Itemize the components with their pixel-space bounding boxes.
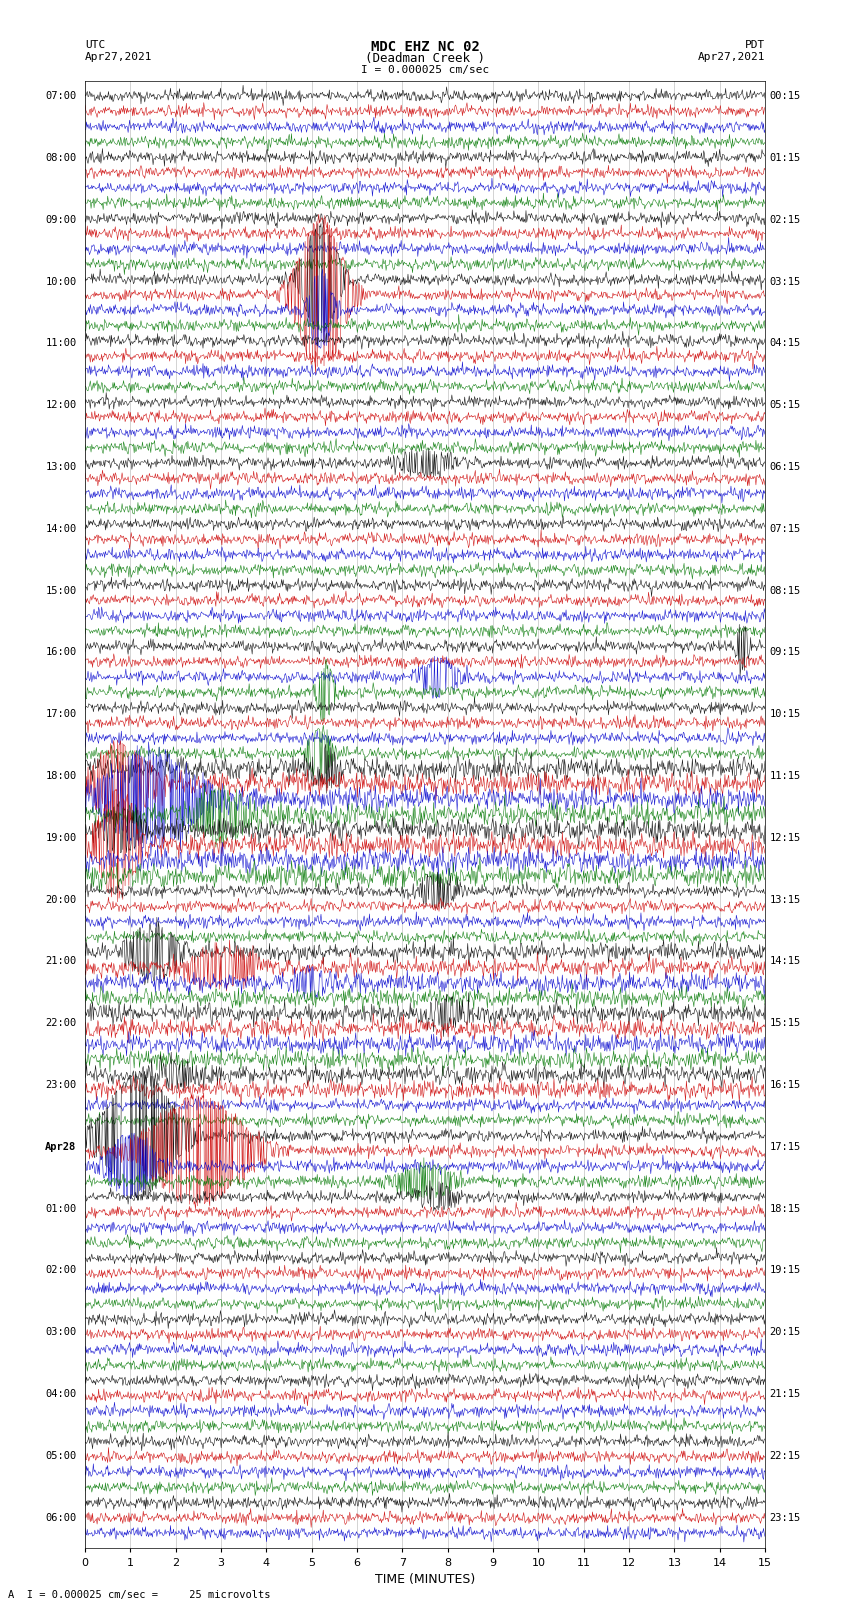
Text: 14:15: 14:15 bbox=[769, 957, 801, 966]
Text: PDT: PDT bbox=[745, 40, 765, 50]
Text: UTC: UTC bbox=[85, 40, 105, 50]
Text: 06:15: 06:15 bbox=[769, 461, 801, 473]
Text: 16:00: 16:00 bbox=[45, 647, 76, 658]
Text: 02:00: 02:00 bbox=[45, 1265, 76, 1276]
Text: Apr27,2021: Apr27,2021 bbox=[85, 52, 152, 61]
Text: Apr27,2021: Apr27,2021 bbox=[698, 52, 765, 61]
Text: 21:00: 21:00 bbox=[45, 957, 76, 966]
Text: 01:00: 01:00 bbox=[45, 1203, 76, 1213]
Text: 03:15: 03:15 bbox=[769, 276, 801, 287]
Text: 05:15: 05:15 bbox=[769, 400, 801, 410]
Text: 11:00: 11:00 bbox=[45, 339, 76, 348]
Text: 10:15: 10:15 bbox=[769, 710, 801, 719]
Text: 12:15: 12:15 bbox=[769, 832, 801, 842]
Text: 15:00: 15:00 bbox=[45, 586, 76, 595]
Text: 11:15: 11:15 bbox=[769, 771, 801, 781]
Text: Apr28: Apr28 bbox=[45, 1142, 76, 1152]
Text: 12:00: 12:00 bbox=[45, 400, 76, 410]
Text: 20:15: 20:15 bbox=[769, 1327, 801, 1337]
Text: 07:00: 07:00 bbox=[45, 90, 76, 102]
Text: 01:15: 01:15 bbox=[769, 153, 801, 163]
Text: 03:00: 03:00 bbox=[45, 1327, 76, 1337]
Text: 21:15: 21:15 bbox=[769, 1389, 801, 1398]
Text: 09:15: 09:15 bbox=[769, 647, 801, 658]
Text: 23:15: 23:15 bbox=[769, 1513, 801, 1523]
Text: 22:00: 22:00 bbox=[45, 1018, 76, 1027]
Text: 16:15: 16:15 bbox=[769, 1081, 801, 1090]
X-axis label: TIME (MINUTES): TIME (MINUTES) bbox=[375, 1573, 475, 1586]
Text: 07:15: 07:15 bbox=[769, 524, 801, 534]
Text: MDC EHZ NC 02: MDC EHZ NC 02 bbox=[371, 40, 479, 55]
Text: A  I = 0.000025 cm/sec =     25 microvolts: A I = 0.000025 cm/sec = 25 microvolts bbox=[8, 1590, 271, 1600]
Text: (Deadman Creek ): (Deadman Creek ) bbox=[365, 52, 485, 65]
Text: 13:15: 13:15 bbox=[769, 895, 801, 905]
Text: 19:00: 19:00 bbox=[45, 832, 76, 842]
Text: 00:15: 00:15 bbox=[769, 90, 801, 102]
Text: 09:00: 09:00 bbox=[45, 215, 76, 224]
Text: 17:00: 17:00 bbox=[45, 710, 76, 719]
Text: 18:00: 18:00 bbox=[45, 771, 76, 781]
Text: 13:00: 13:00 bbox=[45, 461, 76, 473]
Text: 18:15: 18:15 bbox=[769, 1203, 801, 1213]
Text: 08:00: 08:00 bbox=[45, 153, 76, 163]
Text: 06:00: 06:00 bbox=[45, 1513, 76, 1523]
Text: 15:15: 15:15 bbox=[769, 1018, 801, 1027]
Text: 04:15: 04:15 bbox=[769, 339, 801, 348]
Text: 17:15: 17:15 bbox=[769, 1142, 801, 1152]
Text: 04:00: 04:00 bbox=[45, 1389, 76, 1398]
Text: I = 0.000025 cm/sec: I = 0.000025 cm/sec bbox=[361, 65, 489, 74]
Text: 08:15: 08:15 bbox=[769, 586, 801, 595]
Text: 23:00: 23:00 bbox=[45, 1081, 76, 1090]
Text: 05:00: 05:00 bbox=[45, 1450, 76, 1461]
Text: 02:15: 02:15 bbox=[769, 215, 801, 224]
Text: 10:00: 10:00 bbox=[45, 276, 76, 287]
Text: 19:15: 19:15 bbox=[769, 1265, 801, 1276]
Text: 20:00: 20:00 bbox=[45, 895, 76, 905]
Text: 14:00: 14:00 bbox=[45, 524, 76, 534]
Text: 22:15: 22:15 bbox=[769, 1450, 801, 1461]
